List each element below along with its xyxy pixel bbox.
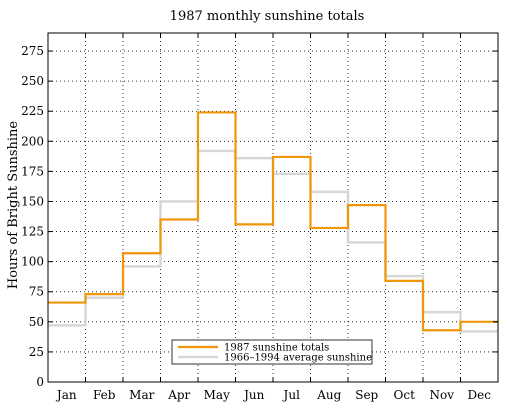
x-tick-label: Sep xyxy=(355,388,378,402)
y-tick-label: 100 xyxy=(21,255,44,269)
x-tick-label: Oct xyxy=(394,388,416,402)
y-tick-label: 50 xyxy=(29,315,44,329)
y-tick-label: 200 xyxy=(21,134,44,148)
y-tick-label: 25 xyxy=(29,345,44,359)
y-tick-label: 0 xyxy=(36,375,44,389)
x-tick-label: Dec xyxy=(468,388,492,402)
x-tick-label: Jan xyxy=(55,388,77,402)
x-tick-label: Feb xyxy=(93,388,116,402)
x-tick-label: Aug xyxy=(316,388,341,402)
x-tick-label: Jul xyxy=(282,388,301,402)
x-tick-label: Nov xyxy=(429,388,454,402)
legend-box xyxy=(171,339,373,365)
y-tick-label: 250 xyxy=(21,74,44,88)
y-tick-label: 225 xyxy=(21,104,44,118)
x-tick-label: Jun xyxy=(242,388,265,402)
y-tick-label: 150 xyxy=(21,194,44,208)
x-tick-label: May xyxy=(204,388,230,402)
x-tick-label: Apr xyxy=(167,388,190,402)
y-axis-label: Hours of Bright Sunshine xyxy=(6,121,21,290)
axis-ticks: 0 25 50 75 100 125 150 175 200 225 250 275 Jan Feb Mar… xyxy=(21,33,499,402)
y-tick-label: 175 xyxy=(21,164,44,178)
y-tick-label: 75 xyxy=(29,285,44,299)
series-lines xyxy=(48,111,498,333)
x-tick-label: Mar xyxy=(129,388,154,402)
y-tick-label: 275 xyxy=(21,44,44,58)
series-line-1 xyxy=(48,111,498,332)
legend-label: 1966–1994 average sunshine xyxy=(224,353,372,364)
legend-label: 1987 sunshine totals xyxy=(224,343,329,354)
chart-title: 1987 monthly sunshine totals xyxy=(170,9,365,24)
y-tick-label: 125 xyxy=(21,225,44,239)
